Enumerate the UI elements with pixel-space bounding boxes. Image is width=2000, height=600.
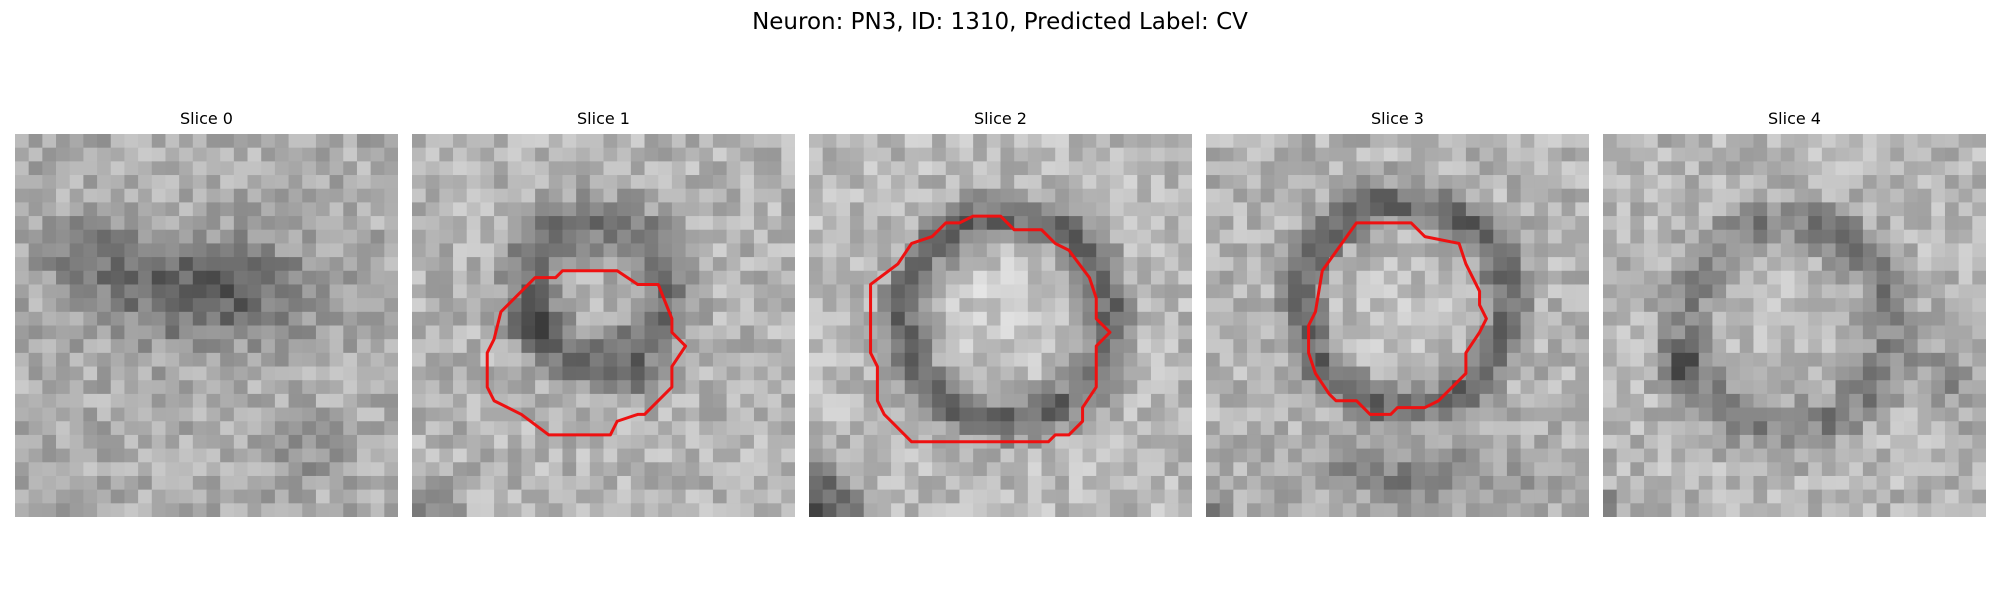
slice-panel-2: Slice 2	[809, 108, 1192, 517]
slice-title: Slice 1	[577, 109, 630, 128]
segmentation-contour	[485, 269, 688, 437]
segmentation-contour	[1307, 221, 1488, 416]
em-slice-image	[412, 134, 795, 517]
figure-title: Neuron: PN3, ID: 1310, Predicted Label: …	[752, 9, 1248, 35]
slice-panel-0: Slice 0	[15, 108, 398, 517]
slice-title: Slice 3	[1371, 109, 1424, 128]
slice-title: Slice 2	[974, 109, 1027, 128]
slice-title: Slice 4	[1768, 109, 1821, 128]
slice-panel-1: Slice 1	[412, 108, 795, 517]
segmentation-contour	[869, 214, 1112, 444]
em-slice-image	[15, 134, 398, 517]
slice-panel-4: Slice 4	[1603, 108, 1986, 517]
em-slice-image	[1603, 134, 1986, 517]
slice-panel-3: Slice 3	[1206, 108, 1589, 517]
em-slice-image	[1206, 134, 1589, 517]
em-slice-image	[809, 134, 1192, 517]
slice-title: Slice 0	[180, 109, 233, 128]
